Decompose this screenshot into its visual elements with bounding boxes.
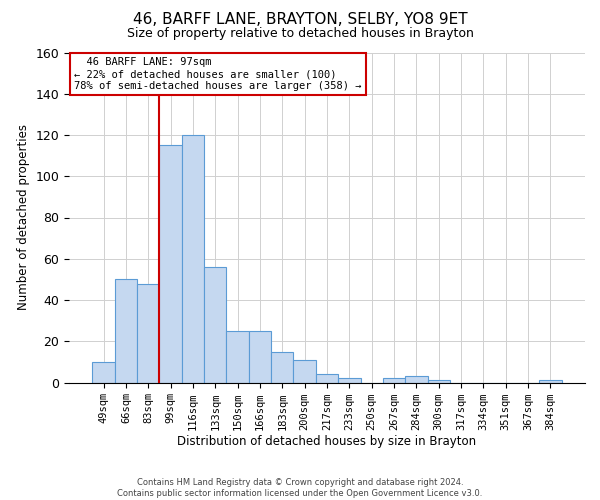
X-axis label: Distribution of detached houses by size in Brayton: Distribution of detached houses by size … xyxy=(178,436,476,448)
Bar xyxy=(383,378,405,382)
Bar xyxy=(226,331,249,382)
Bar xyxy=(338,378,361,382)
Text: Size of property relative to detached houses in Brayton: Size of property relative to detached ho… xyxy=(127,28,473,40)
Bar xyxy=(182,135,204,382)
Bar xyxy=(115,280,137,382)
Bar xyxy=(539,380,562,382)
Bar xyxy=(92,362,115,382)
Bar xyxy=(405,376,428,382)
Bar xyxy=(428,380,450,382)
Y-axis label: Number of detached properties: Number of detached properties xyxy=(17,124,30,310)
Bar xyxy=(160,146,182,382)
Bar xyxy=(137,284,160,382)
Bar xyxy=(293,360,316,382)
Bar xyxy=(316,374,338,382)
Text: Contains HM Land Registry data © Crown copyright and database right 2024.
Contai: Contains HM Land Registry data © Crown c… xyxy=(118,478,482,498)
Bar xyxy=(271,352,293,382)
Text: 46, BARFF LANE, BRAYTON, SELBY, YO8 9ET: 46, BARFF LANE, BRAYTON, SELBY, YO8 9ET xyxy=(133,12,467,28)
Bar xyxy=(204,267,226,382)
Text: 46 BARFF LANE: 97sqm  
← 22% of detached houses are smaller (100)
78% of semi-de: 46 BARFF LANE: 97sqm ← 22% of detached h… xyxy=(74,58,362,90)
Bar xyxy=(249,331,271,382)
